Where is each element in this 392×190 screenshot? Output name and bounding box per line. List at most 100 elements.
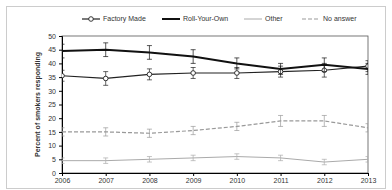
- error-bar: [278, 115, 283, 126]
- y-tick-label: 20: [48, 115, 56, 122]
- error-bar: [147, 46, 152, 60]
- series-line: [62, 121, 368, 133]
- error-bar-cap: [234, 57, 239, 58]
- error-bar-stem: [368, 124, 369, 132]
- error-bar: [62, 44, 65, 58]
- error-bar-stem: [62, 158, 63, 163]
- error-bar-stem: [280, 155, 281, 160]
- y-tick: 45: [48, 46, 62, 53]
- x-tick: 2010: [230, 173, 246, 184]
- error-bar-cap: [62, 163, 65, 164]
- y-axis-line: [59, 37, 63, 174]
- y-tick: 25: [48, 101, 62, 108]
- error-bar-cap: [322, 126, 327, 127]
- error-bar-stem: [105, 128, 106, 136]
- data-layer: [62, 43, 368, 165]
- series-line: [62, 157, 368, 162]
- legend-label: Factory Made: [103, 15, 146, 23]
- error-bar-stem: [280, 115, 281, 126]
- error-bar-cap: [366, 162, 369, 163]
- error-bar: [366, 124, 369, 132]
- error-bar-stem: [324, 159, 325, 164]
- y-tick-label: 35: [48, 74, 56, 81]
- x-tick-mark: [368, 173, 369, 176]
- error-bar: [322, 115, 327, 126]
- x-tick: 2008: [142, 173, 158, 184]
- error-bar-cap: [103, 157, 108, 158]
- y-tick-label: 40: [48, 60, 56, 67]
- y-tick-mark: [59, 63, 62, 64]
- error-bar-cap: [147, 59, 152, 60]
- error-bar-cap: [322, 159, 327, 160]
- y-tick: 10: [48, 142, 62, 149]
- legend-label: No answer: [323, 15, 357, 22]
- legend-item: Other: [244, 15, 283, 22]
- error-bar-stem: [236, 154, 237, 159]
- legend-item: Factory Made: [82, 15, 146, 23]
- legend-swatch: [244, 19, 262, 20]
- error-bar-stem: [280, 63, 281, 74]
- error-bar: [322, 159, 327, 164]
- x-tick: 2011: [274, 173, 289, 184]
- x-tick: 2009: [186, 173, 202, 184]
- chart: 0510152025303540455020062007200820092010…: [0, 0, 392, 190]
- error-bar-cap: [62, 44, 65, 45]
- error-bar-cap: [191, 49, 196, 50]
- error-bar: [366, 63, 369, 74]
- error-bar-cap: [62, 70, 65, 71]
- x-tick-label: 2012: [317, 177, 333, 184]
- error-bar-cap: [147, 45, 152, 46]
- x-tick-mark: [106, 173, 107, 176]
- y-tick: 5: [52, 156, 62, 163]
- error-bar: [191, 50, 196, 64]
- x-tick-label: 2007: [98, 177, 114, 184]
- error-bar: [278, 63, 283, 74]
- error-bar: [62, 128, 65, 136]
- error-bar: [191, 68, 196, 79]
- error-bar-cap: [191, 134, 196, 135]
- y-tick-label: 5: [52, 156, 56, 163]
- error-bar-stem: [324, 58, 325, 72]
- legend-marker: [89, 17, 94, 22]
- x-tick-mark: [62, 173, 63, 176]
- error-bar-cap: [366, 71, 369, 72]
- legend: Factory MadeRoll-Your-OwnOtherNo answer: [82, 15, 357, 23]
- error-bar-stem: [193, 50, 194, 64]
- error-bar-cap: [322, 57, 327, 58]
- y-tick-label: 45: [48, 46, 56, 53]
- error-bar: [278, 155, 283, 160]
- error-bar-cap: [366, 123, 369, 124]
- error-bar-cap: [103, 71, 108, 72]
- error-bar-cap: [147, 129, 152, 130]
- error-bar-cap: [278, 77, 283, 78]
- error-bar-cap: [234, 159, 239, 160]
- error-bar: [147, 129, 152, 137]
- error-bar-stem: [62, 44, 63, 58]
- error-bar: [322, 58, 327, 72]
- error-bar: [103, 128, 108, 136]
- y-tick-mark: [59, 50, 62, 51]
- error-bar-cap: [366, 74, 369, 75]
- error-bar-cap: [278, 126, 283, 127]
- error-bar-stem: [105, 43, 106, 57]
- y-tick-label: 15: [48, 129, 56, 136]
- error-bar: [62, 158, 65, 163]
- error-bar-stem: [324, 115, 325, 126]
- x-tick-mark: [149, 173, 150, 176]
- error-bar-cap: [278, 74, 283, 75]
- error-bar: [191, 126, 196, 134]
- error-bar-stem: [149, 157, 150, 162]
- error-bar: [366, 61, 369, 72]
- x-tick-mark: [237, 173, 238, 176]
- error-bar-cap: [322, 77, 327, 78]
- error-bar: [234, 122, 239, 130]
- error-bar-stem: [193, 155, 194, 160]
- error-bar-cap: [62, 81, 65, 82]
- point-marker: [147, 72, 152, 77]
- point-marker: [103, 76, 108, 81]
- y-tick-mark: [59, 36, 62, 37]
- y-tick-label: 25: [48, 101, 56, 108]
- x-tick: 2013: [361, 173, 377, 184]
- error-bar-cap: [278, 155, 283, 156]
- legend-swatch: [162, 18, 180, 20]
